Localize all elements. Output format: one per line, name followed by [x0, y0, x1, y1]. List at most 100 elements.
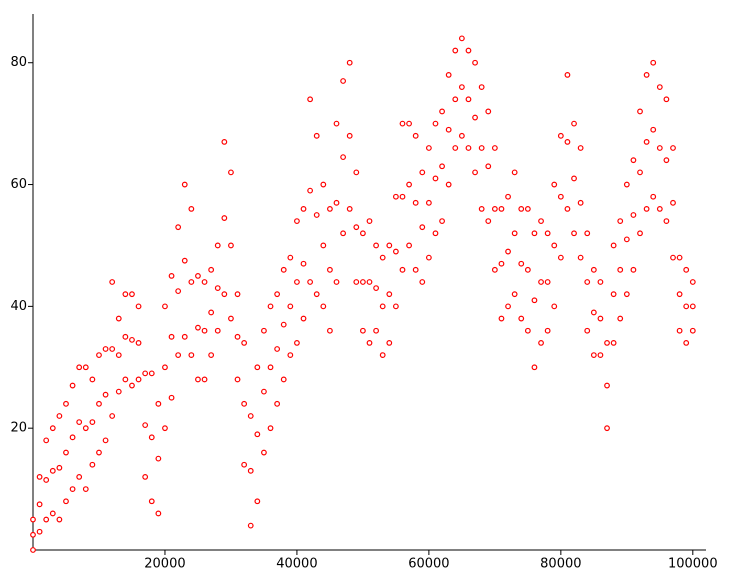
y-tick-label: 60 [10, 177, 27, 192]
point [155, 510, 162, 517]
point [617, 266, 624, 273]
point [386, 291, 393, 298]
point [643, 206, 650, 212]
point [287, 254, 294, 261]
point [366, 218, 373, 224]
point [274, 400, 281, 407]
point [353, 279, 360, 285]
point [366, 279, 373, 285]
point [445, 181, 452, 188]
point [333, 199, 340, 206]
y-tick-label: 80 [10, 55, 27, 70]
point [656, 145, 663, 151]
y-tick-label: 40 [10, 299, 27, 314]
x-tick-label: 20000 [144, 557, 185, 572]
point [610, 242, 617, 249]
point [115, 388, 122, 395]
point [491, 266, 498, 273]
point [604, 382, 610, 389]
point [643, 139, 650, 145]
point [214, 242, 221, 249]
point [135, 376, 142, 383]
point [254, 431, 261, 438]
point [181, 333, 188, 340]
point [148, 498, 155, 505]
point [287, 303, 294, 310]
point [142, 370, 149, 377]
point [102, 391, 109, 398]
point [485, 108, 492, 115]
point [49, 425, 56, 432]
point [425, 199, 432, 206]
point [36, 474, 43, 480]
point [69, 434, 76, 441]
point [122, 333, 129, 340]
point [412, 199, 419, 206]
point [280, 376, 287, 383]
point [234, 376, 241, 383]
x-tick-label: 100000 [668, 557, 718, 572]
point [544, 230, 551, 237]
point [392, 303, 399, 310]
point [168, 333, 175, 340]
point [208, 352, 215, 358]
point [425, 145, 432, 151]
point [676, 327, 683, 334]
point [30, 516, 36, 523]
point [63, 498, 69, 505]
point [630, 266, 637, 273]
point [511, 291, 518, 298]
point [399, 193, 406, 200]
point [406, 242, 412, 249]
point [162, 425, 168, 432]
point [564, 139, 571, 145]
point [577, 199, 584, 206]
point [195, 273, 201, 279]
point [254, 364, 261, 371]
point [412, 266, 419, 273]
point [505, 193, 511, 200]
point [656, 84, 663, 90]
point [597, 352, 604, 358]
point [69, 382, 76, 389]
point [643, 72, 650, 78]
point [135, 340, 142, 346]
point [228, 169, 234, 176]
point [491, 145, 498, 151]
point [557, 193, 564, 200]
point [221, 291, 228, 298]
point [208, 309, 215, 316]
point [261, 388, 267, 395]
point [360, 327, 366, 334]
point [617, 218, 624, 224]
point [168, 273, 175, 279]
point [551, 303, 558, 310]
point [122, 291, 129, 298]
point [327, 266, 333, 273]
point [386, 242, 393, 249]
point [353, 224, 360, 231]
point [498, 260, 505, 267]
point [96, 400, 102, 407]
point [294, 218, 300, 224]
point [564, 72, 571, 78]
point [340, 154, 347, 161]
point [419, 169, 426, 176]
point [478, 84, 485, 90]
point [637, 108, 643, 115]
point [676, 291, 683, 298]
point [188, 206, 195, 212]
point [650, 59, 657, 66]
point [247, 413, 254, 419]
point [360, 279, 366, 285]
point [63, 449, 69, 456]
point [195, 376, 201, 383]
point [274, 346, 281, 352]
point [584, 279, 591, 285]
point [439, 108, 445, 115]
point [313, 291, 320, 298]
point [656, 206, 663, 212]
point [637, 230, 643, 237]
point [650, 193, 657, 200]
point [683, 266, 690, 273]
